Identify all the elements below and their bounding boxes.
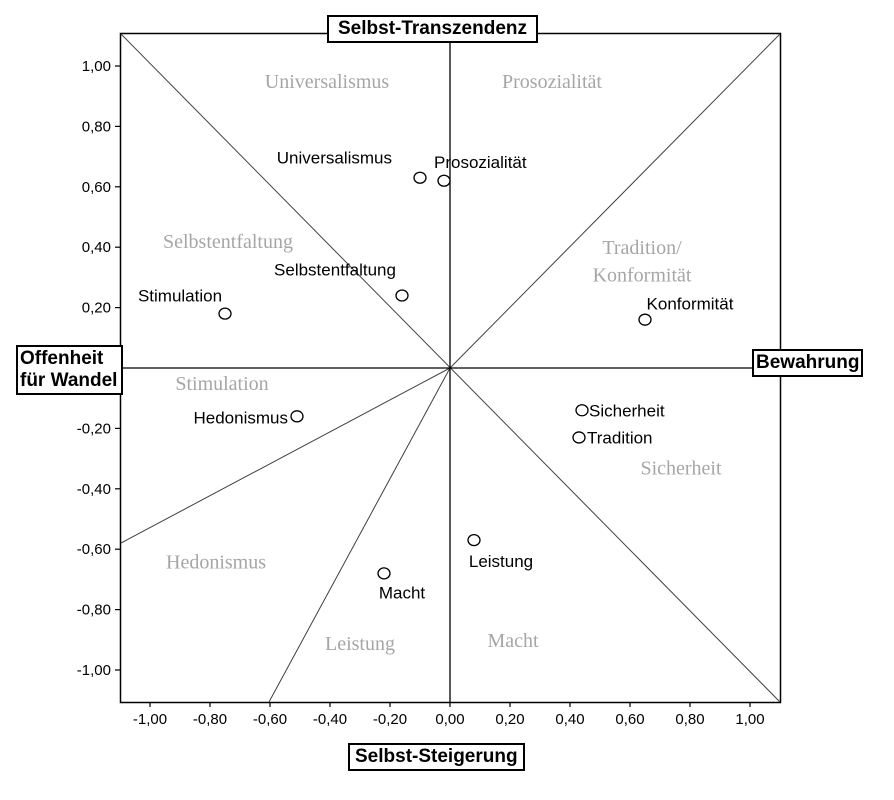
y-tick-label: -0,20	[77, 420, 111, 437]
region-label: Selbstentfaltung	[163, 231, 293, 253]
y-tick-label: -0,60	[77, 541, 111, 558]
region-label: Prosozialität	[502, 71, 602, 93]
x-tick-label: 0,80	[675, 711, 704, 728]
data-point-label: Selbstentfaltung	[274, 261, 396, 280]
data-point-label: Universalismus	[277, 149, 392, 168]
data-point-marker	[395, 289, 409, 302]
x-tick-label: 0,00	[435, 711, 464, 728]
region-label: Tradition/	[602, 237, 682, 259]
sector-line-lower-middle	[268, 367, 451, 703]
data-point-marker	[377, 567, 391, 580]
region-labels: Universalismus Prosozialität Selbstentfalt…	[163, 71, 722, 655]
data-point-label: Tradition	[587, 428, 653, 447]
dimension-top-text: Selbst-Transzendenz	[338, 18, 527, 39]
dimension-label-top: Selbst-Transzendenz	[327, 15, 538, 43]
x-tick-label: 0,40	[555, 711, 584, 728]
x-axis-ticks: -1,00 -0,80 -0,60 -0,40 -0,20 0,00 0,20 0,40 0,6…	[133, 702, 765, 728]
data-point-marker	[575, 404, 589, 417]
y-axis-ticks: 1,00 0,80 0,60 0,40 0,20 -0,20 -0,40 -0,60 -0,80…	[77, 58, 121, 679]
data-point-marker	[638, 313, 652, 326]
x-tick-label: 1,00	[735, 711, 764, 728]
data-point-label: Sicherheit	[589, 401, 665, 420]
y-tick-label: -0,80	[77, 602, 111, 619]
data-point-label: Konformität	[647, 295, 734, 314]
x-tick-label: -1,00	[133, 711, 167, 728]
dimension-left-line1: Offenheit	[20, 348, 104, 369]
x-tick-label: -0,60	[253, 711, 287, 728]
y-tick-label: -0,40	[77, 481, 111, 498]
region-label: Konformität	[593, 264, 692, 286]
data-point-marker	[572, 431, 586, 444]
dimension-label-right: Bewahrung	[752, 349, 864, 377]
data-point-marker	[290, 410, 304, 423]
x-tick-label: 0,20	[495, 711, 524, 728]
data-point-label: Hedonismus	[194, 408, 289, 427]
sector-line-lower-left	[120, 367, 451, 544]
dimension-label-left: Offenheit für Wandel	[16, 345, 124, 395]
x-tick-label: -0,40	[313, 711, 347, 728]
y-tick-label: 1,00	[82, 58, 111, 75]
data-point-label: Leistung	[469, 552, 533, 571]
y-tick-label: 0,20	[82, 300, 111, 317]
y-tick-label: -1,00	[77, 662, 111, 679]
y-tick-label: 0,60	[82, 179, 111, 196]
x-tick-label: -0,80	[193, 711, 227, 728]
sector-line-diagonal-up	[449, 33, 781, 369]
region-label: Stimulation	[175, 373, 268, 395]
data-point-label: Macht	[379, 583, 426, 602]
data-point-label: Stimulation	[138, 287, 222, 306]
region-label: Leistung	[325, 633, 395, 655]
x-tick-label: -0,20	[373, 711, 407, 728]
data-point-marker	[218, 307, 232, 320]
dimension-label-bottom: Selbst-Steigerung	[348, 743, 525, 771]
y-tick-label: 0,40	[82, 239, 111, 256]
y-tick-label: 0,80	[82, 118, 111, 135]
dimension-right-text: Bewahrung	[756, 352, 860, 373]
region-label: Macht	[487, 630, 539, 652]
dimension-left-line2: für Wandel	[20, 370, 118, 391]
region-label: Sicherheit	[640, 458, 722, 480]
data-point-marker	[437, 174, 451, 187]
data-point-marker	[467, 533, 481, 547]
region-label: Hedonismus	[166, 551, 266, 573]
axes	[121, 34, 780, 702]
data-point-label: Prosozialität	[434, 153, 527, 172]
dimension-bottom-text: Selbst-Steigerung	[355, 746, 518, 767]
data-points: Universalismus Prosozialität Selbstentfalt…	[138, 149, 734, 603]
data-point-marker	[413, 171, 427, 184]
x-tick-label: 0,60	[615, 711, 644, 728]
region-label: Universalismus	[265, 71, 390, 93]
